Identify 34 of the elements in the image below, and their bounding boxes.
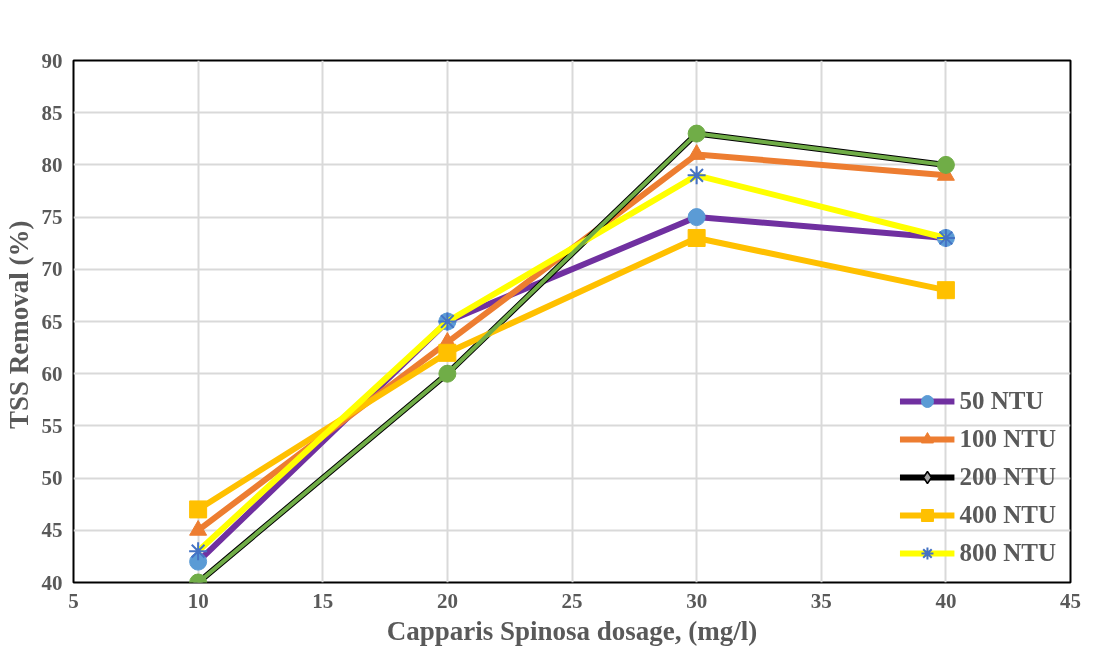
x-tick-label: 10 [187, 588, 209, 613]
x-tick-label: 20 [436, 588, 458, 613]
x-tick-label: 25 [561, 588, 583, 613]
x-tick-label: 15 [312, 588, 334, 613]
y-tick-label: 65 [41, 309, 63, 334]
y-tick-label: 45 [41, 518, 63, 543]
point [687, 228, 706, 247]
y-tick-label: 75 [41, 205, 63, 230]
y-tick-label: 55 [41, 413, 63, 438]
y-axis-title: TSS Removal (%) [3, 220, 34, 430]
y-tick-label: 40 [41, 570, 63, 595]
point [936, 281, 955, 300]
x-tick-label: 35 [810, 588, 832, 613]
y-tick-label: 85 [41, 100, 63, 125]
point [188, 541, 209, 562]
x-tick-label: 45 [1060, 588, 1081, 613]
legend-label: 50 NTU [959, 387, 1044, 415]
y-tick-label: 90 [41, 48, 63, 73]
legend-label: 200 NTU [959, 463, 1056, 491]
y-tick-label: 60 [41, 361, 63, 386]
point [687, 208, 706, 227]
x-tick-label: 30 [686, 588, 708, 613]
legend-label: 100 NTU [959, 425, 1056, 453]
x-tick-label: 40 [935, 588, 957, 613]
legend-label: 800 NTU [959, 539, 1056, 567]
point [189, 500, 208, 519]
x-axis-title: Capparis Spinosa dosage, (mg/l) [386, 615, 758, 646]
y-tick-label: 70 [41, 257, 63, 282]
point [438, 343, 457, 362]
x-tick-label: 5 [68, 588, 79, 613]
point [686, 165, 707, 186]
legend-label: 400 NTU [959, 501, 1056, 529]
y-tick-label: 80 [41, 152, 63, 177]
y-tick-label: 50 [41, 466, 63, 491]
